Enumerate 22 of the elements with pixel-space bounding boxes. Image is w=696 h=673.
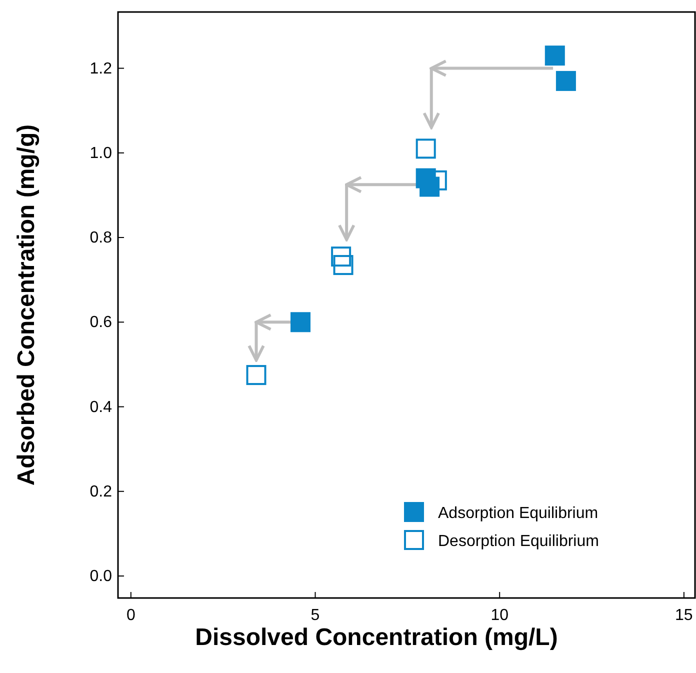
point: [333, 255, 354, 276]
y-tick-label: 0.2: [90, 483, 112, 500]
point: [556, 70, 576, 91]
x-tick-label: 10: [490, 607, 509, 624]
point: [290, 312, 310, 332]
point: [544, 46, 565, 66]
y-tick-label: 0.6: [90, 314, 112, 332]
x-tick-label: 5: [310, 607, 320, 624]
y-tick-label: 1.2: [90, 60, 112, 78]
y-tick-label: 0.8: [90, 230, 112, 247]
y-tick-label: 1.0: [90, 144, 112, 162]
legend-label: Desorption Equilibrium: [438, 533, 599, 550]
y-axis-title: Adsorbed Concentration (mg/g): [13, 124, 40, 486]
y-tick-label: 0.4: [90, 398, 112, 416]
x-tick-label: 0: [126, 607, 136, 624]
x-tick-label: 15: [675, 607, 693, 624]
point: [331, 246, 352, 267]
x-axis-title: Dissolved Concentration (mg/L): [195, 624, 558, 651]
point: [416, 138, 436, 159]
legend-label: Adsorption Equilibrium: [438, 505, 598, 522]
point: [246, 365, 266, 386]
y-tick-label: 0.0: [90, 568, 112, 585]
